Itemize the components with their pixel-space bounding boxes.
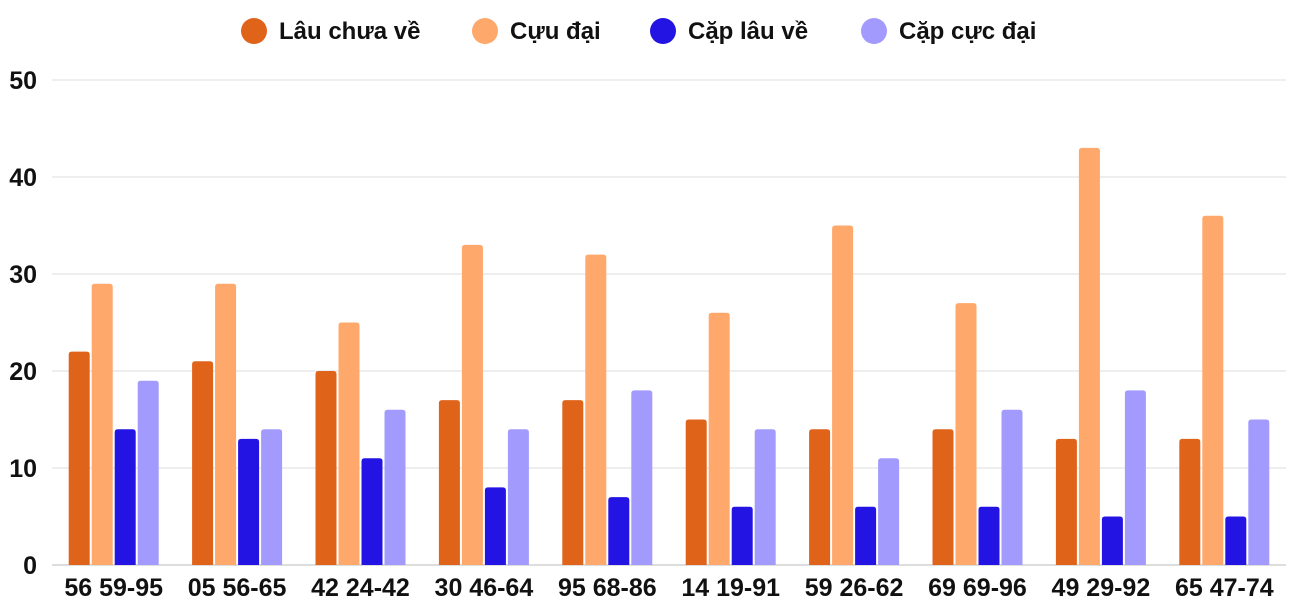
x-tick-label: 42 24-42 [311, 574, 410, 600]
bar [215, 283, 237, 565]
bar [754, 429, 776, 565]
y-tick-label: 30 [9, 261, 37, 289]
x-tick-label: 05 56-65 [188, 574, 287, 600]
bar [1179, 438, 1201, 565]
y-tick-label: 0 [23, 552, 37, 580]
legend-label: Lâu chưa về [279, 18, 420, 45]
bar [685, 419, 707, 565]
x-axis: 56 59-95 05 56-65 42 24-42 30 46-64 95 68-86… [64, 574, 1273, 600]
bar [192, 361, 214, 565]
bar [855, 506, 877, 565]
x-tick-label: 30 46-64 [435, 574, 534, 600]
legend: Lâu chưa về Cựu đại Cặp lâu về Cặp cực đại [241, 18, 1036, 45]
bar [1001, 409, 1023, 565]
bar [315, 371, 337, 565]
bar [1078, 147, 1100, 565]
bar [438, 400, 460, 565]
legend-swatch [861, 18, 887, 44]
bar [1124, 390, 1146, 565]
y-tick-label: 50 [9, 67, 37, 95]
bar [1202, 215, 1224, 566]
bar [1101, 516, 1123, 565]
bar [608, 497, 630, 565]
bar [137, 380, 159, 565]
gridlines [52, 79, 1286, 566]
bar [832, 225, 854, 565]
legend-swatch [650, 18, 676, 44]
x-tick-label: 69 69-96 [928, 574, 1027, 600]
x-tick-label: 65 47-74 [1175, 574, 1274, 600]
y-tick-label: 20 [9, 358, 37, 386]
x-tick-label: 49 29-92 [1052, 574, 1151, 600]
bar [731, 506, 753, 565]
y-tick-label: 40 [9, 164, 37, 192]
bars [68, 147, 1270, 566]
bar [484, 487, 506, 565]
bar [562, 400, 584, 565]
bar [809, 429, 831, 565]
legend-label: Cặp cực đại [899, 18, 1036, 45]
x-tick-label: 14 19-91 [681, 574, 780, 600]
x-tick-label: 56 59-95 [64, 574, 163, 600]
bar [91, 283, 113, 565]
legend-label: Cựu đại [510, 18, 601, 45]
bar [461, 244, 483, 565]
y-axis: 0 10 20 30 40 50 [9, 67, 37, 580]
bar [114, 429, 136, 565]
bar [932, 429, 954, 565]
legend-label: Cặp lâu về [688, 18, 808, 45]
bar [361, 458, 383, 565]
bar [631, 390, 653, 565]
x-tick-label: 59 26-62 [805, 574, 904, 600]
bar [238, 438, 260, 565]
bar [978, 506, 1000, 565]
bar [1248, 419, 1270, 565]
bar [955, 303, 977, 565]
legend-swatch [472, 18, 498, 44]
bar [1225, 516, 1247, 565]
legend-swatch [241, 18, 267, 44]
y-tick-label: 10 [9, 455, 37, 483]
bar [261, 429, 283, 565]
bar [384, 409, 406, 565]
bar [878, 458, 900, 565]
bar [708, 312, 730, 565]
x-tick-label: 95 68-86 [558, 574, 657, 600]
bar [1055, 438, 1077, 565]
bar [338, 322, 360, 565]
bar [507, 429, 529, 565]
bar [68, 351, 90, 565]
bar [585, 254, 607, 565]
